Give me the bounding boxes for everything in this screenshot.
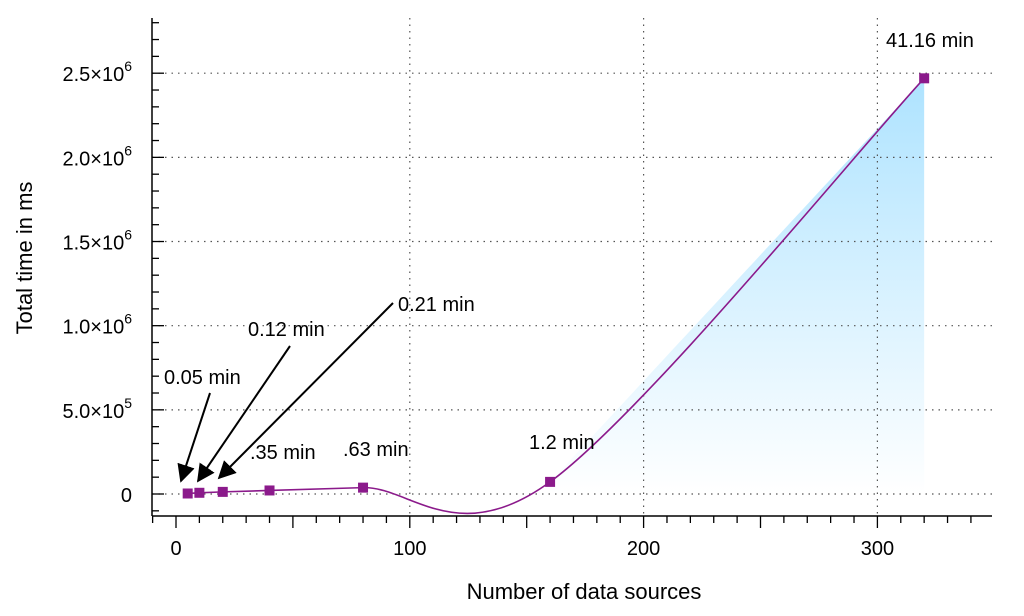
annotation-label: 1.2 min: [529, 432, 595, 454]
annotation-label: 41.16 min: [886, 30, 974, 52]
annotation-arrow: [217, 302, 394, 480]
annotation-label: .35 min: [250, 442, 316, 464]
x-tick-label: 100: [393, 538, 426, 560]
x-tick-label: 200: [627, 538, 660, 560]
x-tick-label: 0: [170, 538, 181, 560]
area-fill: [550, 78, 925, 494]
x-axis-label: Number of data sources: [467, 579, 702, 604]
data-point-marker: [182, 488, 193, 499]
annotation-label: 0.21 min: [398, 294, 475, 316]
annotation-label: .63 min: [343, 439, 409, 461]
y-tick-label: 0: [121, 485, 132, 507]
annotation-label: 0.05 min: [164, 367, 241, 389]
y-tick-label: 2.5×106: [62, 58, 132, 86]
data-point-marker: [264, 485, 275, 496]
data-point-marker: [919, 73, 930, 84]
y-tick-label: 1.0×106: [62, 311, 132, 339]
data-point-marker: [194, 487, 205, 498]
annotation-arrow: [177, 392, 211, 483]
data-point-marker: [217, 486, 228, 497]
y-tick-label: 2.0×106: [62, 142, 132, 170]
y-tick-label: 1.5×106: [62, 227, 132, 255]
annotation-arrow: [196, 345, 291, 483]
x-tick-label: 300: [861, 538, 894, 560]
y-tick-label: 5.0×105: [62, 395, 132, 423]
axes: [151, 18, 992, 528]
data-point-marker: [358, 482, 369, 493]
y-axis-label: Total time in ms: [12, 182, 37, 335]
annotation-label: 0.12 min: [248, 319, 325, 341]
data-point-marker: [545, 476, 556, 487]
